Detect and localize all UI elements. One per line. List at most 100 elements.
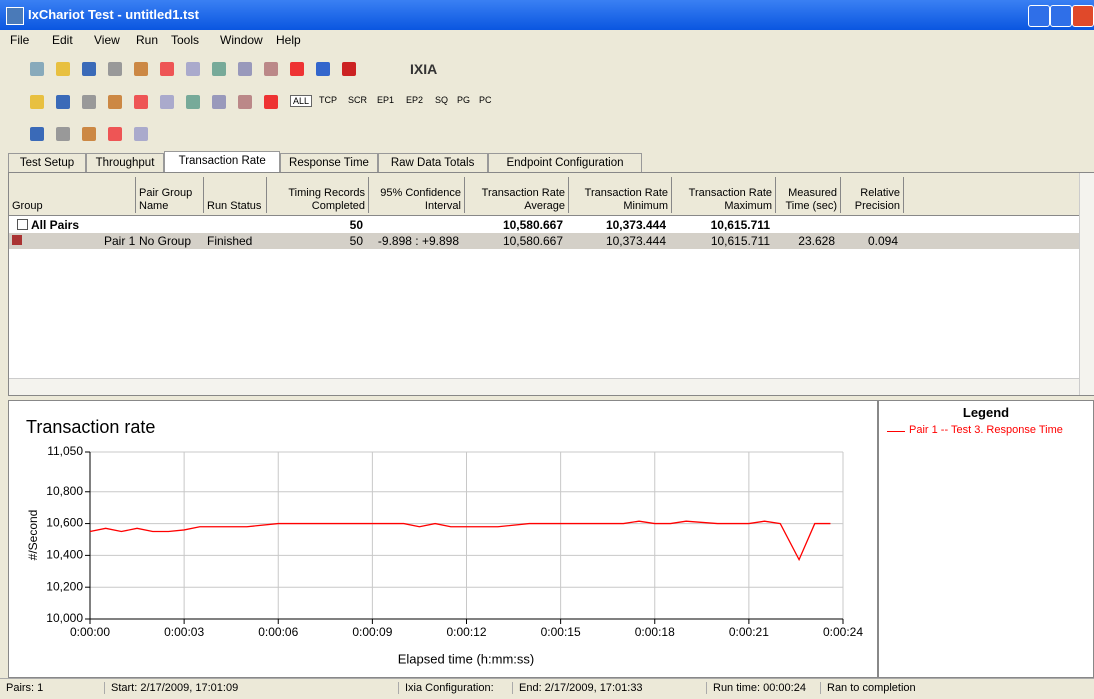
filter-button[interactable]: PC [479, 95, 492, 105]
column-header: Group [9, 177, 136, 213]
toolbar-icon [238, 95, 252, 109]
menu-item[interactable]: File [10, 33, 30, 47]
tab[interactable]: Response Time [280, 153, 378, 172]
y-tick-label: 11,050 [47, 444, 83, 458]
legend-entry: Pair 1 -- Test 3. Response Time [909, 424, 1063, 436]
filter-button[interactable]: EP2 [406, 95, 424, 105]
legend-title: Legend [962, 405, 1010, 420]
toolbar-icon [212, 62, 226, 76]
close[interactable] [1072, 5, 1094, 27]
y-tick-label: 10,600 [46, 516, 83, 530]
x-tick-label: 0:00:00 [70, 625, 110, 639]
series-line [89, 520, 831, 562]
legend-swatch [887, 431, 905, 432]
table-cell[interactable]: 10,615.711 [710, 218, 770, 232]
chart: Transaction rate Elapsed time (h:mm:ss) … [26, 417, 863, 667]
table-cell[interactable]: 10,580.667 [502, 234, 563, 248]
filter-button[interactable]: EP1 [377, 95, 395, 105]
table-cell[interactable]: Finished [207, 234, 253, 248]
toolbar-icon [56, 127, 70, 141]
table-cell[interactable]: 50 [349, 218, 363, 232]
v-scrollbar [1079, 173, 1094, 395]
toolbar-icon [342, 62, 356, 76]
toolbar-icon [264, 95, 278, 109]
column-header: Run Status [204, 177, 267, 213]
menu-item[interactable]: Help [276, 33, 301, 47]
status-bar: Pairs: 1 Start: 2/17/2009, 17:01:09 Ixia C… [0, 678, 1094, 699]
menu-item[interactable]: View [94, 33, 120, 47]
filter-button[interactable]: PG [457, 95, 471, 105]
toolbar-icon [186, 62, 200, 76]
column-header: Pair Group Name [136, 177, 204, 213]
table-cell[interactable]: 10,615.711 [710, 234, 770, 248]
tab[interactable]: Raw Data Totals [377, 153, 488, 172]
chart-title: Transaction rate [26, 417, 155, 437]
h-scrollbar [9, 378, 1079, 395]
status-field: Ixia Configuration: [398, 682, 494, 694]
toolbar-icon [290, 62, 304, 76]
y-axis-label: #/Second [26, 510, 40, 561]
x-tick-label: 0:00:12 [446, 625, 486, 639]
table-cell[interactable]: Pair 1 [104, 234, 136, 248]
legend-panel: Legend Pair 1 -- Test 3. Response Time [878, 400, 1094, 678]
maximize[interactable] [1050, 5, 1072, 27]
y-tick-label: 10,200 [46, 579, 83, 593]
tab[interactable]: Throughput [86, 153, 164, 172]
table-cell[interactable]: -9.898 : +9.898 [377, 234, 459, 248]
pair-icon [12, 235, 22, 245]
x-tick-label: 0:00:15 [541, 625, 581, 639]
table-cell[interactable]: 0.094 [867, 234, 898, 248]
toolbar-icon [30, 95, 44, 109]
filter-button[interactable]: TCP [319, 95, 337, 105]
toolbar-icon [186, 95, 200, 109]
filter-button[interactable]: SQ [435, 95, 449, 105]
column-header: Measured Time (sec) [776, 177, 841, 213]
toolbar-icon [108, 62, 122, 76]
toolbar-1: IXIA [0, 55, 1094, 83]
toolbar-icon [82, 62, 96, 76]
toolbar-icon [134, 127, 148, 141]
x-tick-label: 0:00:06 [258, 625, 298, 639]
tab[interactable]: Test Setup [8, 153, 86, 172]
x-tick-label: 0:00:24 [823, 625, 863, 639]
toolbar-icon [134, 95, 148, 109]
minimize[interactable] [1028, 5, 1050, 27]
chart-panel [8, 400, 878, 678]
table-cell[interactable]: 23.628 [798, 234, 835, 248]
table-cell[interactable]: 10,373.444 [605, 234, 666, 248]
toolbar-icon [160, 62, 174, 76]
y-tick-label: 10,000 [46, 611, 83, 625]
menu-item[interactable]: Run [136, 33, 159, 47]
filter-button[interactable]: ALL [290, 95, 313, 107]
toolbar-2: ALL TCP SCR EP1 EP2 SQ PG PC [0, 88, 1094, 116]
table-cell[interactable]: No Group [139, 234, 192, 248]
status-field: Start: 2/17/2009, 17:01:09 [104, 682, 238, 694]
table-cell[interactable]: 10,373.444 [605, 218, 666, 232]
toolbar-icon [82, 95, 96, 109]
title-bar: IxChariot Test - untitled1.tst [0, 0, 1094, 30]
app-icon [6, 7, 24, 25]
tab[interactable]: Transaction Rate [164, 151, 281, 172]
table-cell[interactable]: 10,580.667 [502, 218, 563, 232]
row-highlight [9, 233, 1079, 249]
menu-item[interactable]: Edit [52, 33, 73, 47]
filter-button[interactable]: SCR [348, 95, 368, 105]
table-header[interactable] [9, 173, 1094, 216]
tab-strip: Test Setup Throughput Transaction Rate Resp… [0, 150, 1094, 172]
y-tick-label: 10,400 [46, 548, 83, 562]
toolbar-icon [316, 62, 330, 76]
menu-item[interactable]: Window [220, 33, 263, 47]
toolbar-icon [30, 62, 44, 76]
toolbar-icon [108, 95, 122, 109]
column-header: Transaction Rate Maximum [672, 177, 776, 213]
table-cell[interactable]: 50 [349, 234, 363, 248]
tab[interactable]: Endpoint Configuration [487, 153, 643, 172]
toolbar-icon [160, 95, 174, 109]
menu-item[interactable]: Tools [171, 33, 200, 47]
toolbar-icon [108, 127, 122, 141]
toolbar-icon [56, 62, 70, 76]
menu-bar: File Edit View Run Tools Window Help [0, 30, 1094, 50]
table-cell[interactable]: All Pairs [31, 218, 80, 232]
column-header: Transaction Rate Minimum [569, 177, 672, 213]
